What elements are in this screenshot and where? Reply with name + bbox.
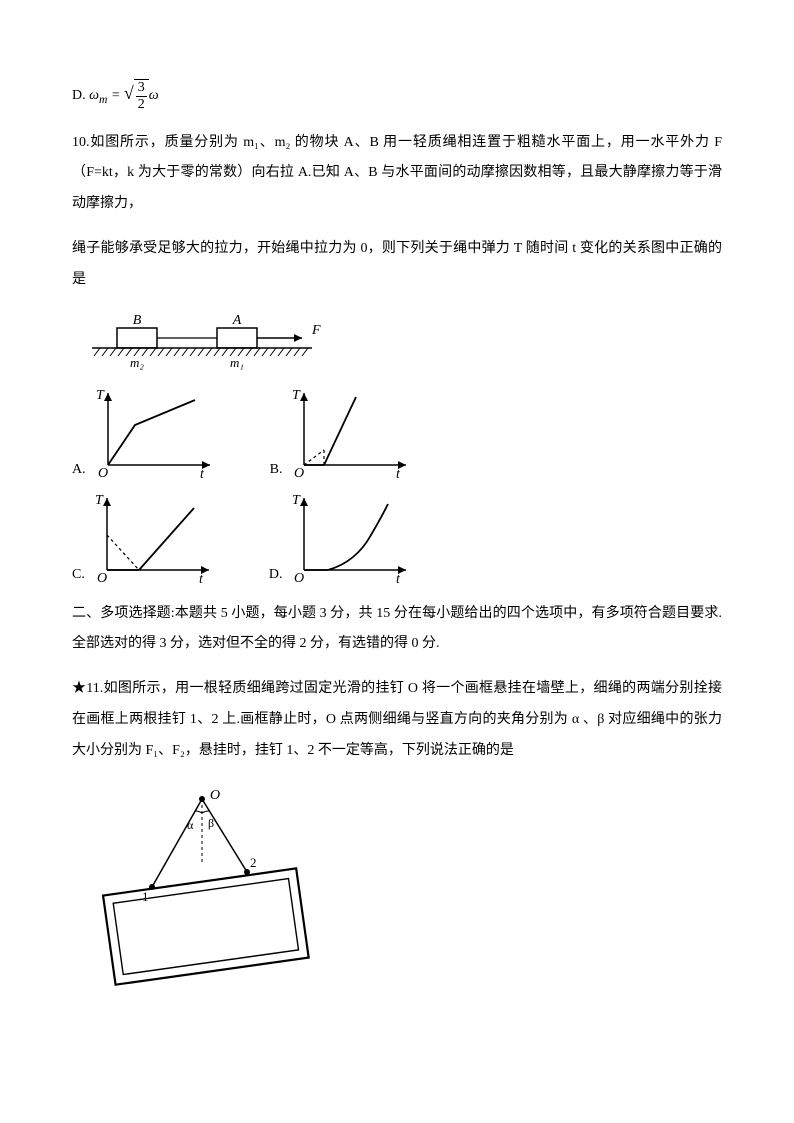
- q9-option-d: D. ωm = √ 3 2 ω: [72, 74, 722, 114]
- svg-text:F: F: [311, 323, 321, 338]
- svg-text:β: β: [208, 816, 214, 830]
- graph-A: T t O: [90, 385, 220, 480]
- q10-optC: C.: [72, 567, 85, 585]
- svg-text:1: 1: [142, 889, 149, 904]
- svg-text:T: T: [292, 388, 301, 403]
- q10-optA: A.: [72, 462, 86, 480]
- svg-text:t: t: [200, 467, 205, 480]
- svg-text:A: A: [232, 313, 242, 328]
- svg-text:O: O: [210, 788, 220, 803]
- svg-text:2: 2: [250, 855, 257, 870]
- svg-text:B: B: [133, 313, 142, 328]
- graph-B: T t O: [286, 385, 416, 480]
- q10-blocks-figure: B A F m₂ m₁: [92, 310, 722, 375]
- svg-text:T: T: [95, 493, 104, 508]
- svg-text:t: t: [396, 572, 401, 585]
- svg-text:O: O: [98, 466, 108, 480]
- q11-figure: O α β 1 2: [92, 787, 722, 992]
- q9d-prefix: D.: [72, 88, 89, 103]
- q11-text: ★11.如图所示，用一根轻质细绳跨过固定光滑的挂钉 O 将一个画框悬挂在墙壁上，…: [72, 674, 722, 766]
- graph-D: T t O: [286, 490, 416, 585]
- section2-intro: 二、多项选择题:本题共 5 小题，每小题 3 分，共 15 分在每小题给出的四个…: [72, 599, 722, 661]
- q10-text2: 绳子能够承受足够大的拉力，开始绳中拉力为 0，则下列关于绳中弹力 T 随时间 t…: [72, 234, 722, 296]
- svg-text:O: O: [294, 571, 304, 585]
- q10-optD: D.: [269, 567, 283, 585]
- svg-text:t: t: [199, 572, 204, 585]
- q10-graphs-row2: C. T t O D. T t O: [72, 490, 722, 585]
- svg-text:m₂: m₂: [130, 355, 144, 370]
- q10-optB: B.: [270, 462, 283, 480]
- svg-text:O: O: [294, 466, 304, 480]
- svg-text:t: t: [396, 467, 401, 480]
- graph-C: T t O: [89, 490, 219, 585]
- svg-text:T: T: [96, 388, 105, 403]
- q10-text1: 10.如图所示，质量分别为 m₁、m₂ 的物块 A、B 用一轻质绳相连置于粗糙水…: [72, 128, 722, 220]
- svg-text:O: O: [97, 571, 107, 585]
- svg-text:m₁: m₁: [230, 355, 244, 370]
- q10-graphs-row1: A. T t O B. T t O: [72, 385, 722, 480]
- svg-text:T: T: [292, 493, 301, 508]
- svg-text:α: α: [187, 818, 194, 832]
